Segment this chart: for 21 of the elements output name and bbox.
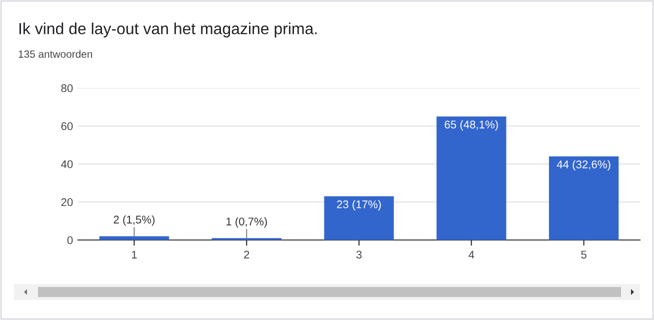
y-tick-label: 0 — [67, 236, 73, 244]
bar — [324, 196, 394, 240]
chart-title: Ik vind de lay-out van het magazine prima. — [19, 22, 317, 38]
bar — [436, 116, 506, 240]
x-tick-label: 3 — [356, 250, 362, 259]
x-tick-label: 1 — [132, 250, 137, 258]
y-tick-label: 80 — [61, 84, 73, 92]
y-tick-label: 20 — [61, 198, 73, 206]
data-label: 65 (48,1%) — [444, 120, 498, 131]
y-tick-label: 40 — [61, 160, 73, 168]
bar — [99, 236, 170, 240]
data-label: 2 (1,5%) — [114, 215, 155, 226]
bar — [548, 156, 619, 240]
data-label: 1 (0,7%) — [226, 217, 267, 228]
y-tick-label: 60 — [61, 122, 73, 130]
chart-subtitle: 135 antwoorden — [18, 50, 92, 58]
data-label: 44 (32,6%) — [556, 160, 610, 171]
data-label: 23 (17%) — [337, 200, 381, 210]
x-tick-label: 2 — [244, 250, 250, 258]
x-tick-label: 4 — [468, 250, 474, 258]
x-tick-label: 5 — [581, 250, 586, 259]
